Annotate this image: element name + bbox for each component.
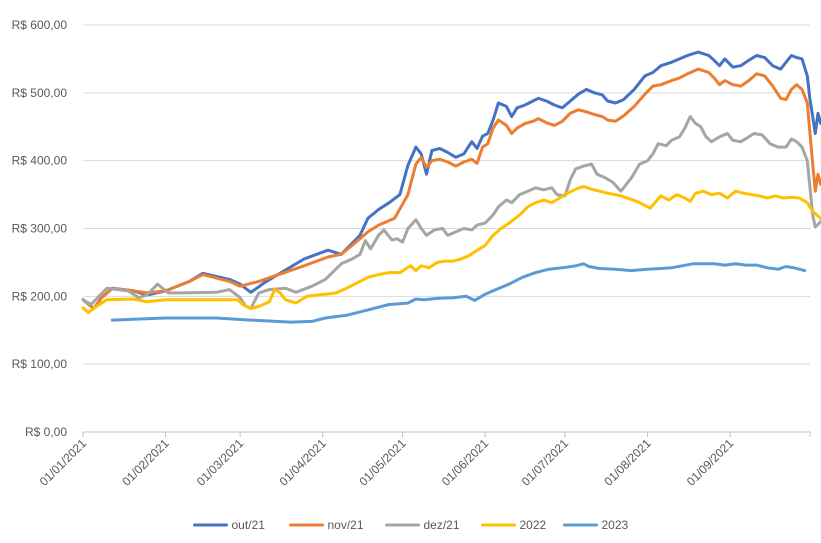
- y-tick-label: R$ 500,00: [12, 86, 68, 100]
- legend-label: 2022: [520, 518, 547, 532]
- series-line-0: [81, 50, 821, 310]
- x-tick-label: 01/02/2021: [119, 436, 172, 489]
- x-tick-label: 01/01/2021: [37, 436, 90, 489]
- y-tick-label: R$ 600,00: [12, 18, 68, 32]
- y-tick-label: R$ 200,00: [12, 289, 68, 303]
- legend-label: dez/21: [424, 518, 460, 532]
- series-line-3: [81, 184, 821, 315]
- axes: R$ 0,00 R$ 100,00 R$ 200,00 R$ 300,00 R$ 400…: [12, 18, 811, 489]
- x-tick-label: 01/03/2021: [194, 436, 247, 489]
- legend: out/21 nov/21 dez/21 2022 2023: [193, 518, 629, 532]
- y-tick-label: R$ 0,00: [25, 425, 67, 439]
- series-line-4: [110, 262, 807, 324]
- x-tick-label: 01/08/2021: [601, 436, 654, 489]
- x-tick-label: 01/05/2021: [356, 436, 409, 489]
- series-line-2: [81, 115, 821, 310]
- x-tick-label: 01/07/2021: [519, 436, 572, 489]
- legend-label: 2023: [602, 518, 629, 532]
- y-tick-label: R$ 100,00: [12, 357, 68, 371]
- legend-label: nov/21: [328, 518, 364, 532]
- series-line-1: [81, 67, 821, 310]
- y-tick-label: R$ 400,00: [12, 154, 68, 168]
- series-lines: [81, 50, 821, 324]
- y-tick-label: R$ 300,00: [12, 222, 68, 236]
- x-tick-label: 01/04/2021: [276, 436, 329, 489]
- gridlines: [83, 24, 810, 433]
- x-tick-label: 01/06/2021: [439, 436, 492, 489]
- x-tick-label: 01/09/2021: [684, 436, 737, 489]
- legend-label: out/21: [232, 518, 266, 532]
